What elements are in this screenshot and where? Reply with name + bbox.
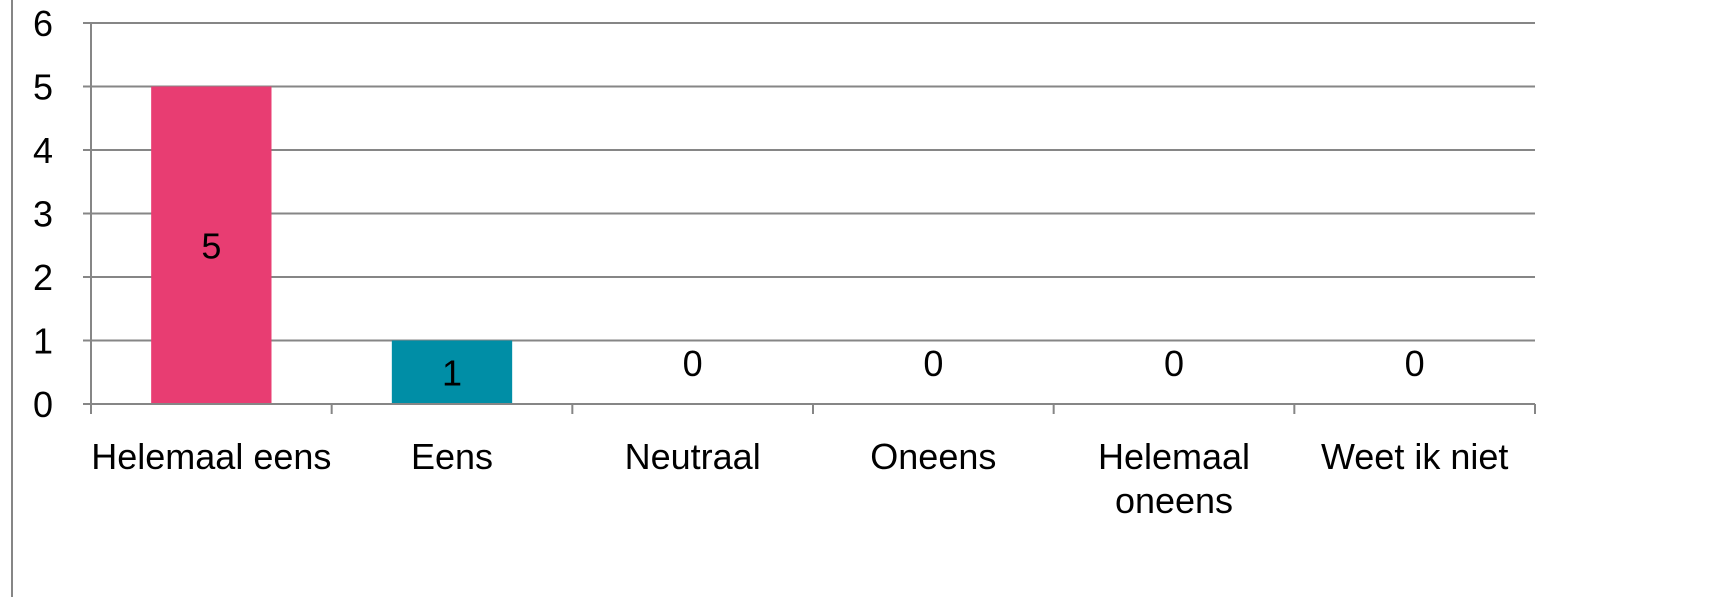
x-tick-label-line: Eens <box>411 436 493 477</box>
data-label: 5 <box>201 225 221 266</box>
x-tick-label: Weet ik niet <box>1321 436 1508 477</box>
x-tick-label-line: oneens <box>1115 480 1233 521</box>
x-tick-label-line: Helemaal eens <box>91 436 331 477</box>
data-label: 0 <box>923 343 943 384</box>
x-tick-label: Oneens <box>870 436 996 477</box>
data-label: 0 <box>683 343 703 384</box>
y-tick-label: 2 <box>33 257 53 298</box>
y-tick-label: 6 <box>33 3 53 44</box>
x-tick-label-line: Weet ik niet <box>1321 436 1508 477</box>
y-tick-label: 3 <box>33 194 53 235</box>
x-tick-label: Neutraal <box>625 436 761 477</box>
y-tick-label: 0 <box>33 384 53 425</box>
data-labels: 5 1 0 0 0 0 <box>201 225 1424 393</box>
data-label: 1 <box>442 352 462 393</box>
x-tick-label-line: Helemaal <box>1098 436 1250 477</box>
y-tick-label: 5 <box>33 67 53 108</box>
data-label: 0 <box>1405 343 1425 384</box>
data-label: 0 <box>1164 343 1184 384</box>
x-tick-label: Helemaal oneens <box>1098 436 1250 521</box>
x-tick-label: Eens <box>411 436 493 477</box>
x-tick-label-line: Oneens <box>870 436 996 477</box>
x-tick-label: Helemaal eens <box>91 436 331 477</box>
gridlines <box>91 22 1535 342</box>
x-tick-label-line: Neutraal <box>625 436 761 477</box>
bar <box>151 86 272 404</box>
y-tick-label: 1 <box>33 321 53 362</box>
bar <box>391 340 513 404</box>
bars <box>151 86 513 404</box>
axes: 0 1 2 3 4 5 6 Helemaal eens Eens Neutraal Oneens He… <box>33 3 1536 521</box>
y-tick-label: 4 <box>33 130 53 171</box>
